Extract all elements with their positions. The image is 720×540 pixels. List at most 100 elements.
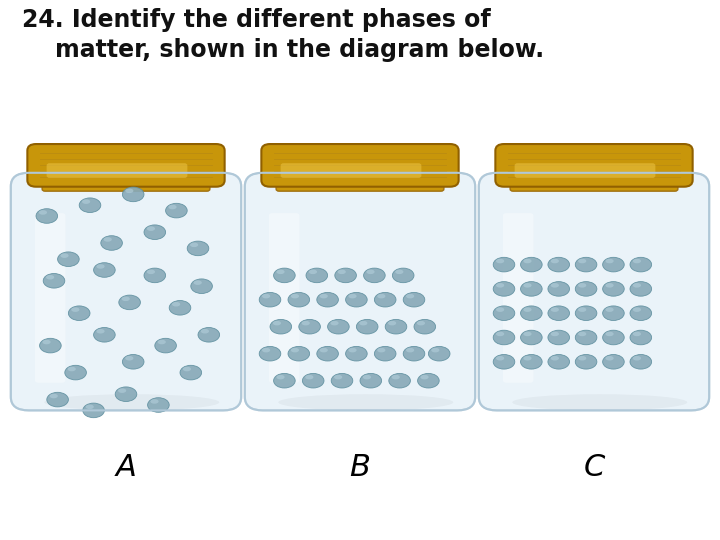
Ellipse shape [493, 354, 515, 369]
Ellipse shape [578, 259, 586, 264]
Ellipse shape [551, 259, 559, 264]
Text: C: C [583, 453, 605, 482]
Ellipse shape [172, 302, 180, 307]
Ellipse shape [548, 354, 570, 369]
FancyBboxPatch shape [510, 177, 678, 191]
Ellipse shape [493, 330, 515, 345]
Ellipse shape [68, 306, 90, 321]
Ellipse shape [274, 374, 295, 388]
Ellipse shape [377, 348, 385, 353]
Ellipse shape [348, 294, 356, 299]
Ellipse shape [392, 268, 414, 283]
Ellipse shape [633, 356, 641, 361]
Ellipse shape [201, 329, 209, 334]
Ellipse shape [180, 365, 202, 380]
Ellipse shape [548, 330, 570, 345]
Ellipse shape [273, 321, 281, 326]
Ellipse shape [496, 356, 504, 361]
Ellipse shape [101, 235, 122, 251]
FancyBboxPatch shape [42, 177, 210, 191]
Ellipse shape [521, 330, 542, 345]
Ellipse shape [276, 269, 284, 274]
Text: A: A [116, 453, 136, 482]
Ellipse shape [262, 294, 270, 299]
FancyBboxPatch shape [35, 213, 66, 383]
Ellipse shape [374, 293, 396, 307]
Ellipse shape [346, 293, 367, 307]
Ellipse shape [320, 348, 328, 353]
Ellipse shape [274, 268, 295, 283]
Ellipse shape [521, 258, 542, 272]
Ellipse shape [392, 375, 400, 380]
Ellipse shape [118, 388, 126, 393]
Ellipse shape [363, 375, 371, 380]
FancyBboxPatch shape [269, 213, 300, 383]
Ellipse shape [403, 293, 425, 307]
Ellipse shape [291, 294, 299, 299]
Ellipse shape [603, 330, 624, 345]
Ellipse shape [262, 348, 270, 353]
Text: matter, shown in the diagram below.: matter, shown in the diagram below. [22, 38, 544, 62]
Ellipse shape [309, 269, 317, 274]
Ellipse shape [302, 374, 324, 388]
FancyBboxPatch shape [245, 173, 475, 410]
Ellipse shape [417, 321, 425, 326]
Ellipse shape [278, 394, 454, 410]
Ellipse shape [606, 283, 613, 288]
Ellipse shape [578, 356, 586, 361]
Ellipse shape [578, 307, 586, 312]
Ellipse shape [36, 208, 58, 224]
Ellipse shape [496, 259, 504, 264]
FancyBboxPatch shape [479, 173, 709, 410]
Ellipse shape [603, 281, 624, 296]
Ellipse shape [603, 258, 624, 272]
Ellipse shape [68, 367, 76, 372]
Ellipse shape [299, 319, 320, 334]
Ellipse shape [359, 321, 367, 326]
Ellipse shape [330, 321, 338, 326]
Ellipse shape [374, 347, 396, 361]
Ellipse shape [191, 279, 212, 294]
Ellipse shape [190, 242, 198, 247]
Ellipse shape [317, 347, 338, 361]
Ellipse shape [82, 199, 90, 204]
Ellipse shape [47, 392, 68, 407]
Ellipse shape [144, 268, 166, 283]
Ellipse shape [42, 340, 50, 345]
Ellipse shape [420, 375, 428, 380]
Text: B: B [350, 453, 370, 482]
FancyBboxPatch shape [281, 163, 421, 178]
Ellipse shape [150, 399, 158, 404]
Ellipse shape [548, 281, 570, 296]
Ellipse shape [606, 356, 613, 361]
Ellipse shape [115, 387, 137, 402]
Ellipse shape [86, 404, 94, 409]
Ellipse shape [148, 397, 169, 413]
Ellipse shape [94, 262, 115, 278]
Ellipse shape [46, 275, 54, 280]
FancyBboxPatch shape [503, 213, 534, 383]
Ellipse shape [334, 375, 342, 380]
Ellipse shape [633, 307, 641, 312]
Ellipse shape [291, 348, 299, 353]
Ellipse shape [335, 268, 356, 283]
Ellipse shape [606, 307, 613, 312]
Ellipse shape [306, 268, 328, 283]
Ellipse shape [551, 332, 559, 336]
Ellipse shape [606, 259, 613, 264]
Ellipse shape [523, 259, 531, 264]
Ellipse shape [79, 198, 101, 212]
Ellipse shape [60, 253, 68, 258]
FancyBboxPatch shape [261, 144, 459, 187]
Ellipse shape [96, 264, 104, 269]
FancyBboxPatch shape [495, 144, 693, 187]
Ellipse shape [43, 273, 65, 288]
Ellipse shape [377, 294, 385, 299]
Ellipse shape [578, 283, 586, 288]
Ellipse shape [94, 327, 115, 342]
Ellipse shape [122, 354, 144, 369]
Ellipse shape [406, 348, 414, 353]
Ellipse shape [496, 307, 504, 312]
Ellipse shape [496, 332, 504, 336]
Ellipse shape [493, 258, 515, 272]
